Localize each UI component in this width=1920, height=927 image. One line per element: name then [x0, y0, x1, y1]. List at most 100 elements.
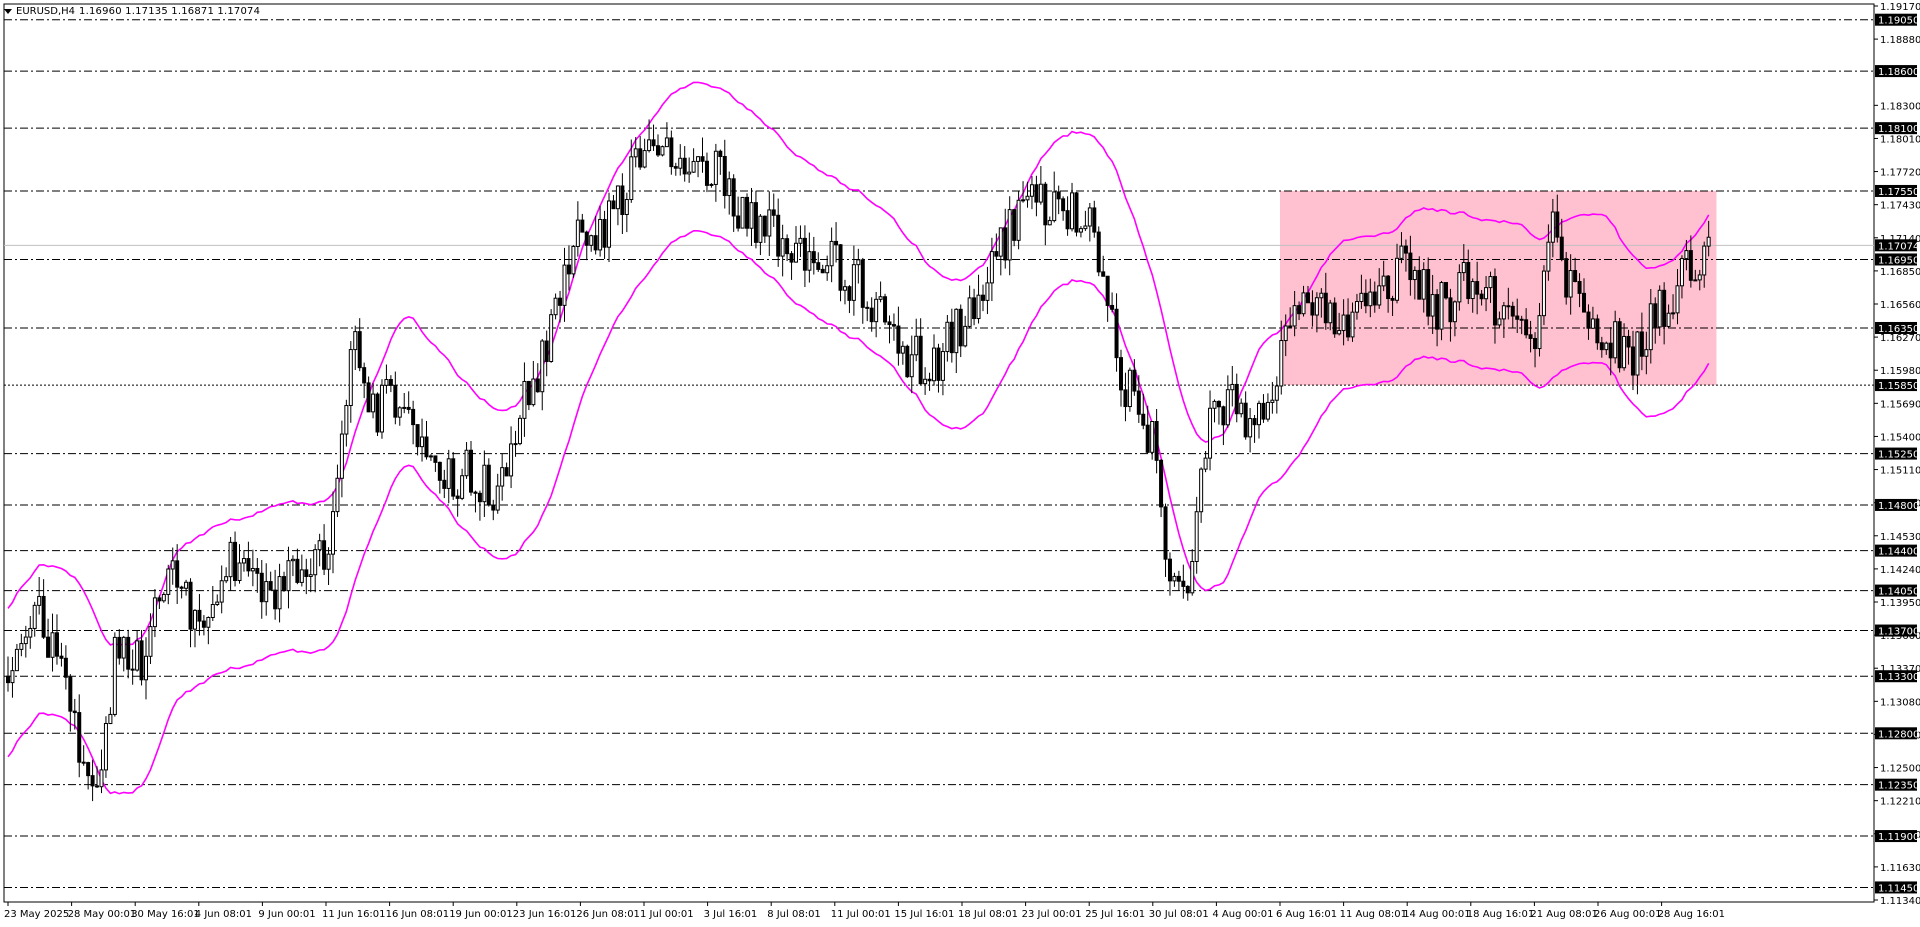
candle-body: [1546, 241, 1551, 272]
candle-body: [531, 378, 536, 406]
candle-body: [998, 227, 1003, 257]
candle: [1573, 257, 1578, 283]
candle-body: [1564, 258, 1569, 298]
x-tick-label: 21 Aug 08:01: [1530, 909, 1597, 920]
candle: [6, 656, 10, 692]
candle: [495, 473, 500, 514]
candle-body: [1029, 184, 1034, 197]
candle: [544, 330, 549, 377]
candle-body: [1225, 389, 1230, 426]
candle: [1199, 467, 1204, 523]
candle: [264, 563, 269, 616]
level-label: 1.12350: [1878, 781, 1919, 792]
candle: [1559, 218, 1564, 262]
candle-body: [1132, 369, 1137, 392]
candle-body: [1127, 369, 1132, 408]
candle: [1639, 312, 1644, 371]
candle-body: [1270, 399, 1275, 403]
candle-body: [68, 676, 73, 712]
candle-body: [1297, 305, 1302, 315]
candle-body: [842, 286, 847, 291]
candle: [1301, 285, 1306, 317]
candle: [233, 531, 238, 587]
candle: [1497, 311, 1502, 328]
candle-body: [553, 297, 558, 316]
candle: [1105, 275, 1110, 322]
candle: [1078, 226, 1083, 238]
candle-body: [161, 593, 166, 602]
candle-body: [856, 259, 861, 266]
x-tick-label: 30 May 16:01: [131, 909, 200, 920]
candle-body: [406, 406, 411, 410]
candle-body: [1265, 401, 1270, 420]
candle: [1443, 282, 1448, 300]
collapse-arrow-icon[interactable]: [4, 8, 12, 14]
candle-body: [148, 626, 153, 657]
candle-body: [210, 604, 215, 618]
candle: [647, 119, 652, 153]
x-tick-label: 4 Jun 08:01: [195, 909, 252, 920]
candle-body: [834, 240, 839, 246]
level-label: 1.18600: [1878, 67, 1919, 78]
candle: [1070, 182, 1075, 232]
candle: [108, 707, 113, 725]
candle: [607, 192, 612, 263]
candle: [1350, 302, 1355, 342]
candle-body: [63, 657, 68, 678]
candle-body: [1047, 220, 1052, 226]
candle-body: [1439, 282, 1444, 330]
candle: [883, 293, 888, 325]
candle-body: [304, 569, 309, 577]
candle: [1123, 372, 1128, 422]
candle: [286, 546, 291, 609]
candle-body: [103, 723, 108, 771]
candle: [415, 424, 420, 456]
candle: [1399, 232, 1404, 264]
candle-body: [135, 640, 140, 671]
level-label: 1.14050: [1878, 587, 1919, 598]
candle: [602, 210, 607, 259]
candle: [268, 571, 273, 591]
candle: [954, 308, 959, 374]
candle-body: [1671, 312, 1676, 315]
candle: [1653, 297, 1658, 344]
candle-body: [219, 580, 224, 603]
candle: [709, 183, 714, 188]
candle: [290, 555, 295, 577]
candle: [1688, 235, 1693, 288]
candle: [1056, 185, 1061, 215]
candle-body: [575, 219, 580, 247]
candle-body: [589, 235, 594, 246]
candle-body: [1693, 279, 1698, 282]
candle-body: [740, 196, 745, 229]
candle-body: [170, 560, 175, 570]
candle: [371, 383, 376, 419]
candle: [1314, 292, 1319, 333]
candle-body: [651, 139, 656, 147]
candle: [1403, 239, 1408, 272]
candle-body: [673, 166, 678, 169]
candle-body: [745, 196, 750, 229]
candle: [802, 225, 807, 288]
candle-body: [228, 541, 233, 578]
y-tick-label: 1.16850: [1880, 267, 1920, 278]
candle: [366, 376, 371, 413]
candle-body: [6, 675, 10, 684]
candle-body: [517, 417, 522, 445]
y-tick-label: 1.13950: [1880, 598, 1920, 609]
candle: [1119, 349, 1123, 407]
candle: [1395, 243, 1400, 304]
candle: [549, 309, 554, 363]
candle: [838, 244, 843, 302]
candle: [130, 649, 135, 685]
candle-body: [1662, 289, 1667, 327]
candle: [1092, 200, 1097, 238]
candle: [1297, 301, 1302, 321]
level-label: 1.11900: [1878, 832, 1919, 843]
candle: [1435, 289, 1440, 347]
candle: [829, 227, 834, 283]
candle-body: [1274, 385, 1279, 401]
candle: [1052, 171, 1057, 223]
candle-body: [798, 237, 803, 244]
